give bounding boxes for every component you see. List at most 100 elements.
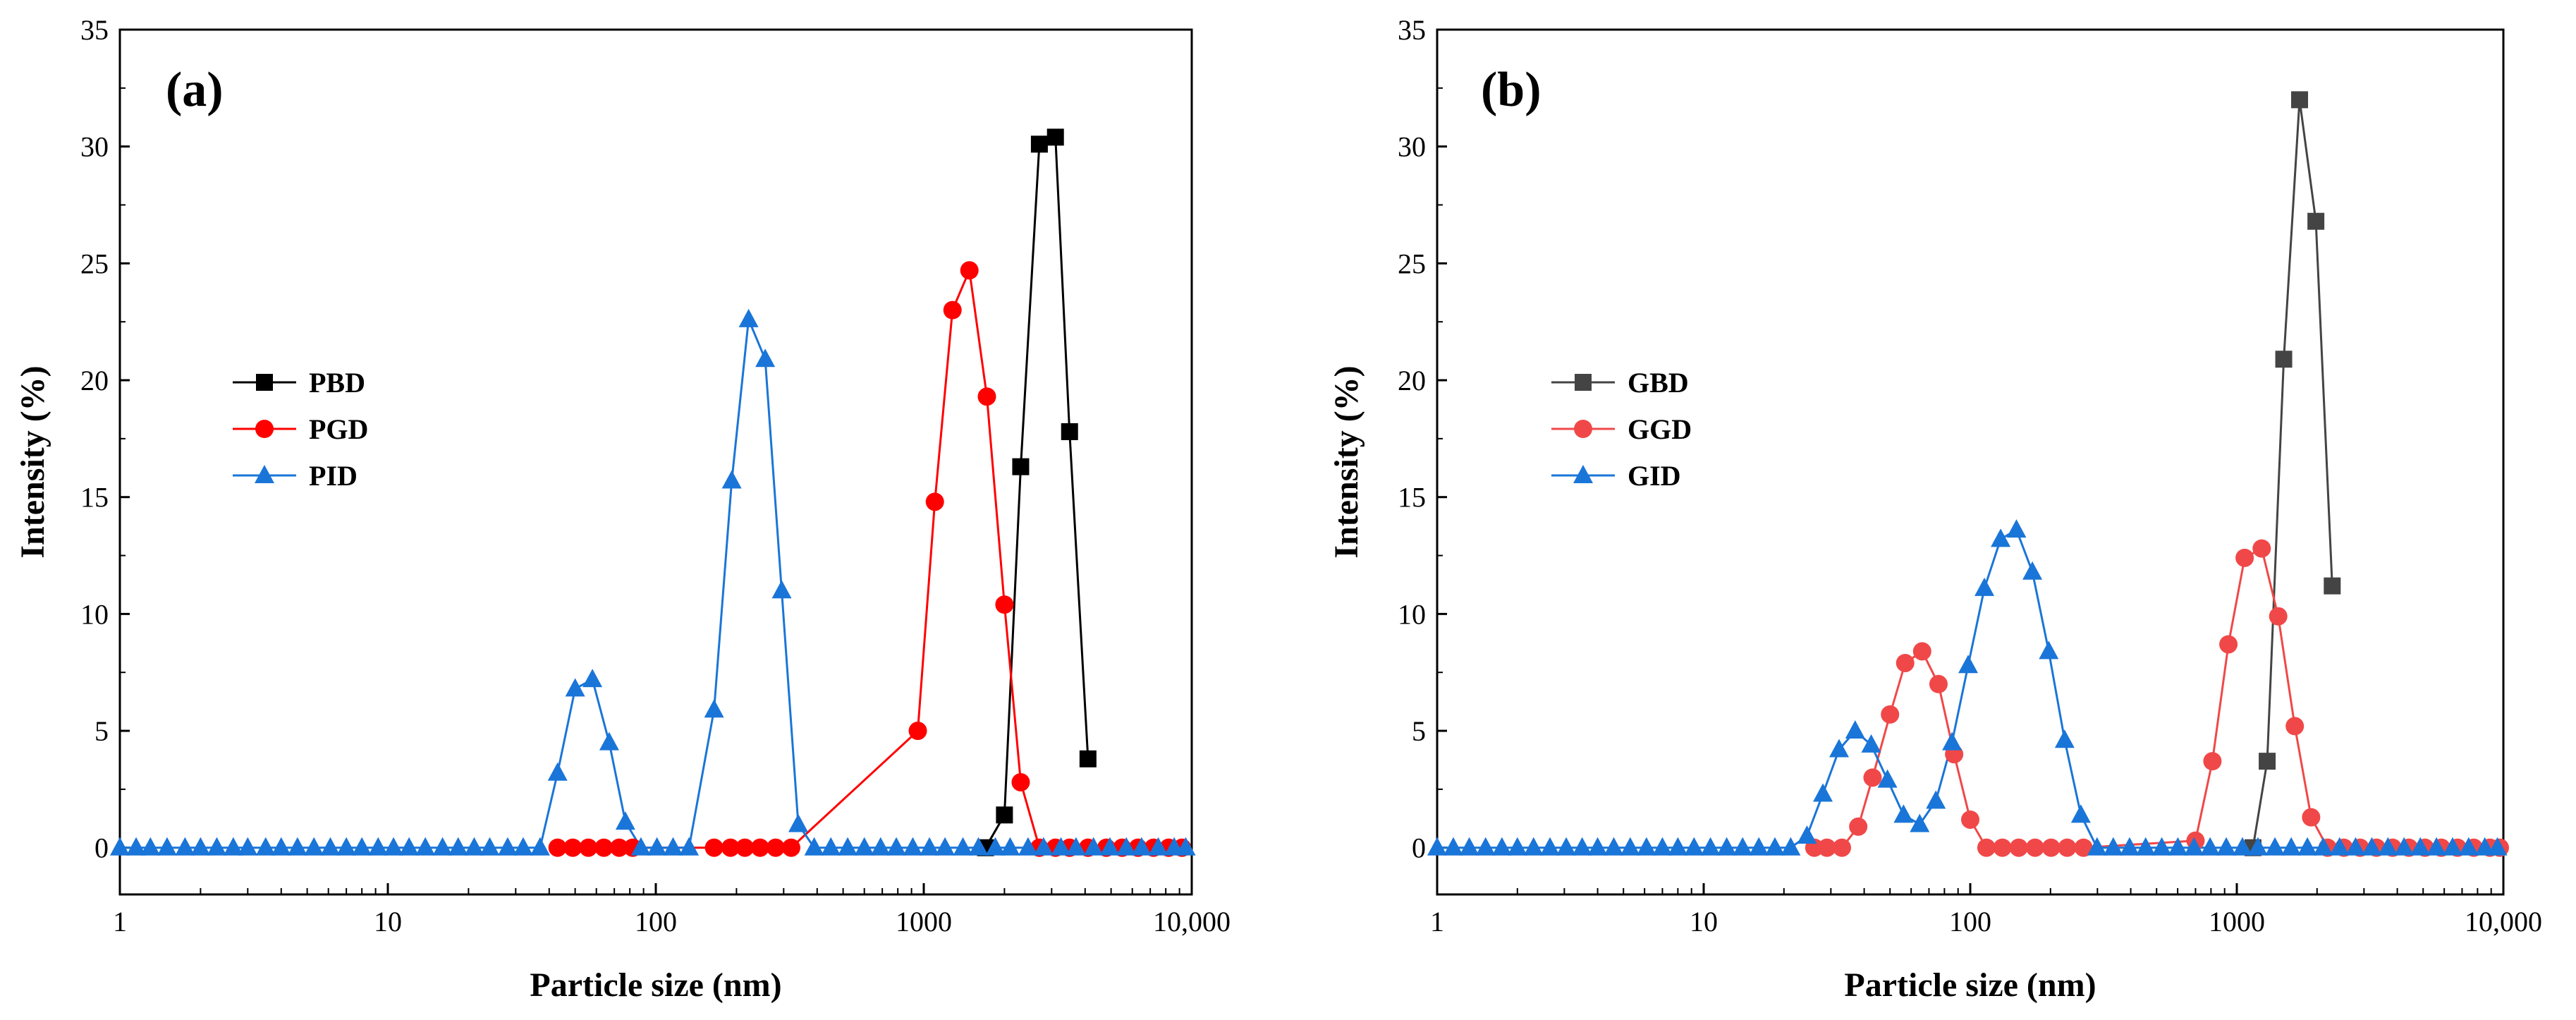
data-point-pgd [977,387,996,406]
data-point-gid [1974,577,1995,596]
data-point-pid [175,837,195,856]
data-point-pgd [594,838,614,857]
data-point-pgd [735,838,755,857]
y-axis-title-a: Intensity (%) [14,365,51,558]
data-point-pid [157,837,177,856]
data-point-gid [1749,837,1769,856]
data-point-gid [2313,837,2333,856]
data-point-gid [1733,837,1753,856]
y-tick-label: 5 [1412,715,1426,747]
data-point-pid [110,837,130,856]
data-point-pbd [1061,423,1078,440]
data-point-pid [287,837,307,856]
y-tick-label: 0 [94,832,109,864]
data-point-gid [1443,837,1463,856]
data-point-pgd [943,300,962,320]
y-tick-label: 20 [1398,365,1426,396]
data-point-gid [2070,804,2091,823]
data-point-pgd [1011,772,1030,791]
data-point-pid [1176,837,1196,856]
data-point-pid [704,699,724,718]
data-point-gid [1781,837,1801,856]
legend-label: PGD [309,413,368,445]
data-point-pid [935,837,956,856]
data-point-gid [2022,561,2043,580]
data-point-gbd [2324,577,2341,595]
data-point-pid [1033,837,1054,856]
data-point-pid [821,837,841,856]
data-point-pbd [1030,135,1048,153]
data-point-gid [2410,837,2431,856]
data-point-pid [432,837,453,856]
data-point-gid [1926,790,1946,809]
y-tick-label: 30 [1398,131,1426,163]
legend-marker [256,374,273,391]
panel-b: (b) Particle size (nm) Intensity (%) 0 5 1… [1328,14,2542,1004]
data-point-pid [920,837,940,856]
data-point-gid [2135,837,2156,856]
data-point-gid [2151,837,2172,856]
data-point-gid [1636,837,1656,856]
data-point-ggd [2269,607,2288,626]
data-point-gid [1845,720,1865,739]
data-point-pid [1083,837,1104,856]
data-point-gid [1861,734,1881,753]
data-point-pid [336,837,357,856]
x-tick-label: 1 [113,906,127,937]
data-point-pid [565,678,585,697]
data-point-gid [1604,837,1624,856]
data-point-gid [1813,783,1833,802]
data-point-gid [1716,837,1737,856]
legend-a: PBD PGD PID [233,367,368,492]
data-point-ggd [2252,539,2271,558]
data-point-pid [320,837,341,856]
data-point-gid [1491,837,1512,856]
y-tick-label: 10 [1398,598,1426,630]
y-tick-label: 5 [94,715,109,747]
data-point-pid [238,837,258,856]
data-point-gid [1523,837,1544,856]
data-point-gbd [2307,212,2325,230]
data-point-pid [1148,837,1168,856]
data-point-pid [352,837,372,856]
data-point-pid [771,580,792,599]
data-point-ggd [1863,768,1882,787]
y-tick-label: 35 [80,14,109,46]
data-point-gid [1556,837,1577,856]
series-line-pid [120,319,1186,849]
data-point-gid [1507,837,1527,856]
data-point-pid [985,837,1006,856]
data-point-gid [2200,837,2221,856]
legend-marker [255,420,274,438]
data-point-gid [2394,837,2415,856]
data-point-pid [415,837,436,856]
data-point-gid [2039,640,2059,660]
data-point-pid [838,837,858,856]
x-tick-label: 1000 [896,906,952,937]
y-tick-label: 25 [1398,248,1426,279]
legend-label: GBD [1628,367,1689,399]
data-point-ggd [1881,705,1900,724]
data-point-pid [368,837,389,856]
data-point-pid [464,837,484,856]
data-point-ggd [2219,635,2238,654]
data-point-pid [1116,837,1137,856]
data-point-gid [2119,837,2139,856]
data-point-gid [2329,837,2350,856]
data-point-pid [721,470,742,489]
data-point-gid [1427,837,1447,856]
data-point-pid [804,837,824,856]
data-point-gid [1910,813,1930,832]
y-tick-label: 20 [80,365,109,396]
legend-label: PID [309,460,358,492]
data-point-pid [207,837,227,856]
data-point-pid [755,348,776,368]
data-point-gid [2362,837,2382,856]
data-point-pgd [548,838,567,857]
data-point-pid [647,837,667,856]
data-point-pid [1099,837,1120,856]
data-point-gid [1684,837,1704,856]
panel-label-b: (b) [1481,63,1542,117]
data-point-ggd [2009,838,2028,857]
data-point-ggd [2203,752,2222,771]
